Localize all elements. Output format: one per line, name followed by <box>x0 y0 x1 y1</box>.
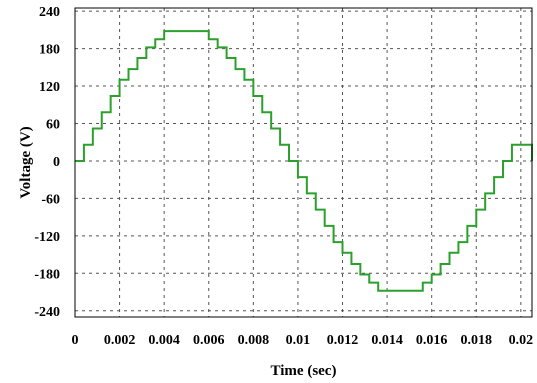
x-tick-label: 0.02 <box>509 333 534 348</box>
y-tick-label: 240 <box>39 5 60 20</box>
y-tick-label: -240 <box>34 305 60 320</box>
voltage-series-line <box>75 30 533 292</box>
x-tick-label: 0.008 <box>238 333 270 348</box>
plot-frame <box>74 7 533 318</box>
x-tick-label: 0.01 <box>286 333 311 348</box>
series-group <box>75 30 533 292</box>
x-tick-labels: 0 0.002 0.004 0.006 0.008 0.01 0.012 0.014 0.016… <box>72 333 534 348</box>
x-tick-label: 0.006 <box>193 333 225 348</box>
y-tick-label: 180 <box>39 43 60 58</box>
x-tick-label: 0.002 <box>104 333 136 348</box>
y-tick-label: 120 <box>39 80 60 95</box>
x-tick-label: 0.012 <box>327 333 359 348</box>
y-tick-label: 0 <box>53 155 60 170</box>
x-tick-label: 0.018 <box>461 333 493 348</box>
y-tick-label: -120 <box>34 230 60 245</box>
x-tick-label: 0 <box>72 333 79 348</box>
y-tick-labels: 240 180 120 60 0 -60 -120 -180 -240 <box>34 5 60 320</box>
y-tick-label: 60 <box>46 117 60 132</box>
x-tick-label: 0.014 <box>371 333 403 348</box>
x-tick-label: 0.004 <box>148 333 180 348</box>
y-tick-label: -180 <box>34 267 60 282</box>
x-tick-label: 0.016 <box>416 333 448 348</box>
grid <box>75 8 532 317</box>
y-axis-label: Voltage (V) <box>18 126 34 198</box>
y-tick-label: -60 <box>41 192 60 207</box>
x-axis-label: Time (sec) <box>271 363 337 379</box>
